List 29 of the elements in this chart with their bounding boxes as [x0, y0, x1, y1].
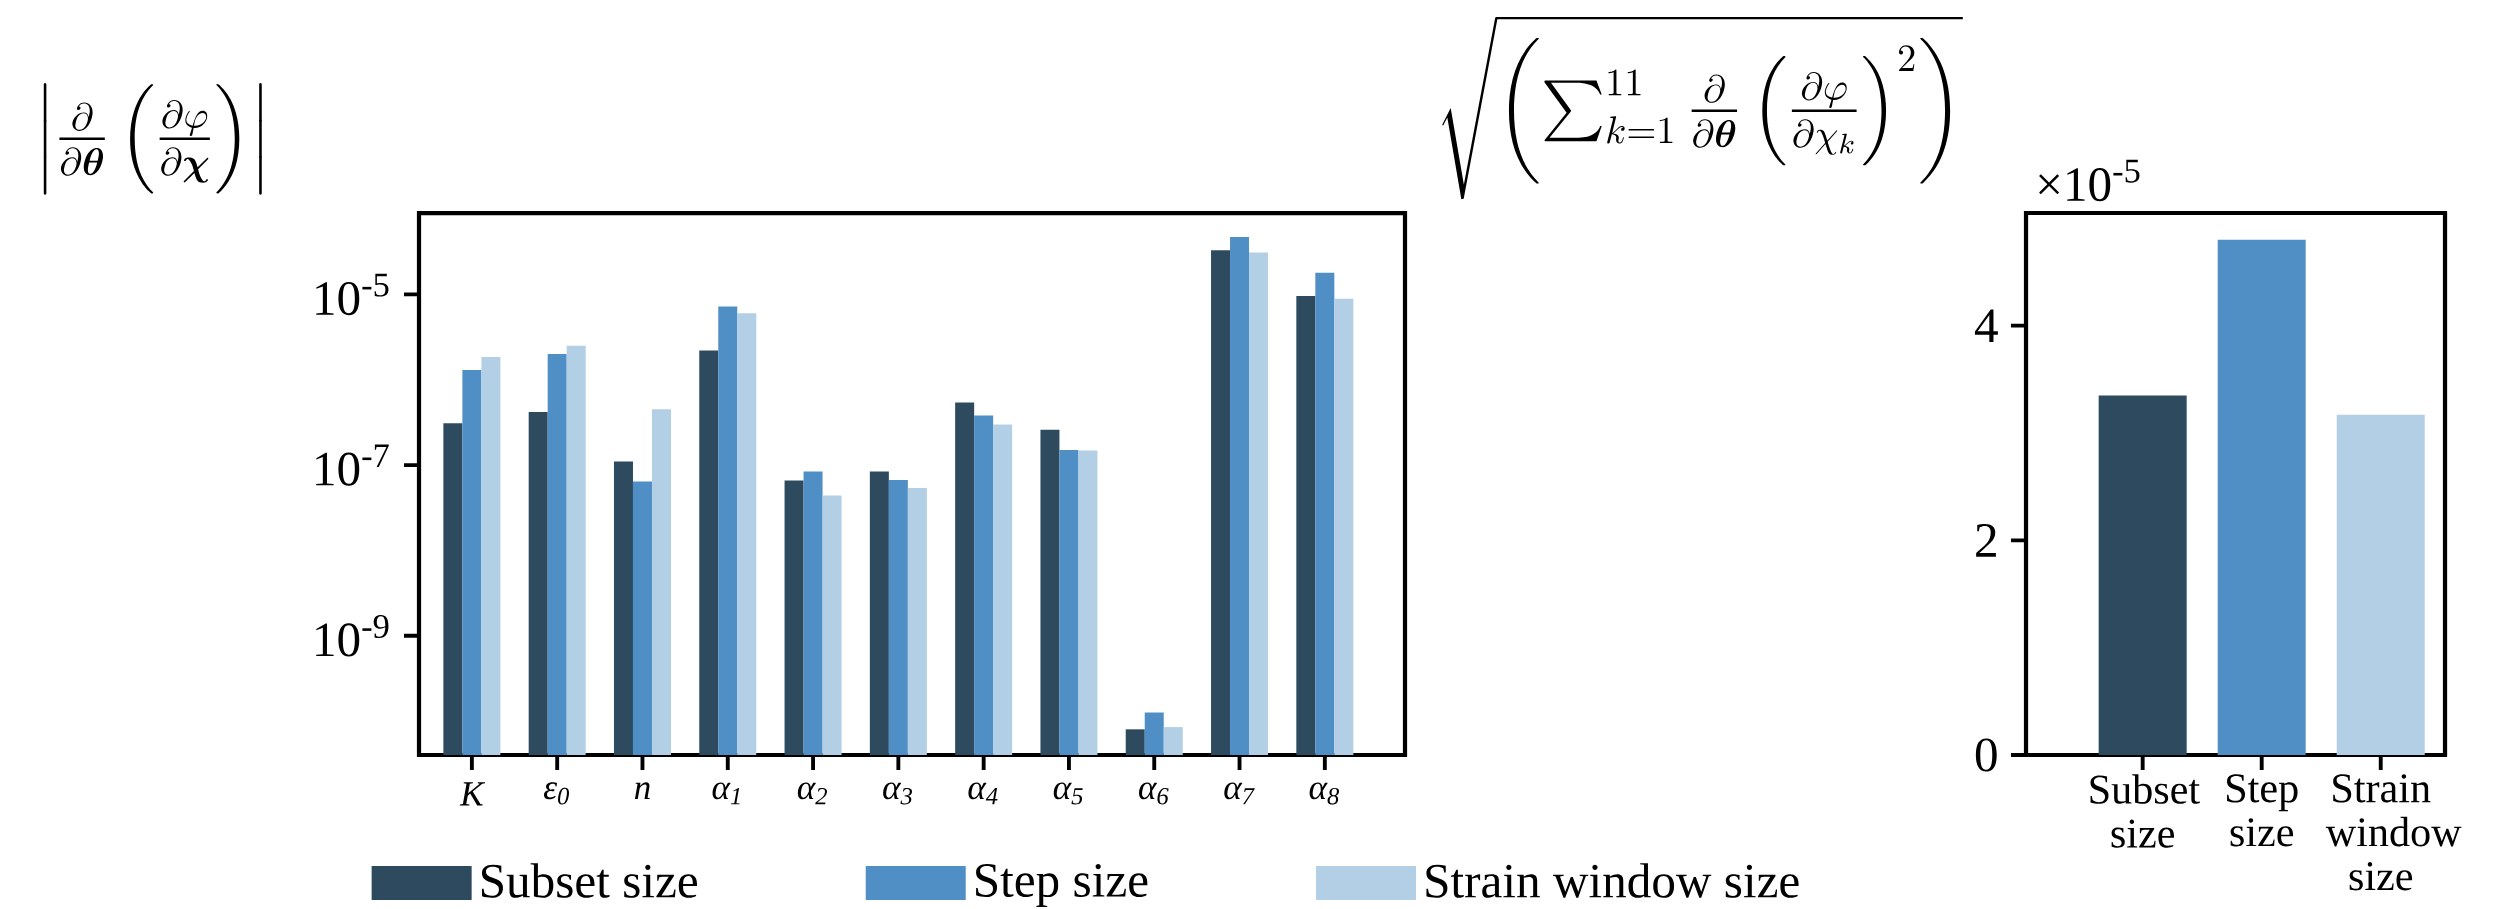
x-tick-label: α$_{2}$: [797, 782, 827, 805]
y-tick-label: 10$^{-9}$: [316, 614, 389, 657]
x-tick-label: n: [634, 782, 650, 799]
x-tick-label: α$_{3}$: [883, 782, 913, 805]
x-tick-label: Subset size: [2090, 774, 2200, 848]
x-tick-label: α$_{5}$: [1053, 782, 1083, 805]
y-tick-label: 2: [1976, 524, 1996, 557]
legend-label: Step size: [976, 863, 1148, 908]
x-tick-label: α$_{8}$: [1309, 782, 1340, 805]
x-tick-label: α$_{4}$: [968, 782, 998, 805]
x-tick-label: Step size: [2227, 774, 2298, 847]
x-tick-label: Strain window size: [2325, 774, 2462, 891]
bar: [2217, 239, 2306, 755]
text: ×10$^{-5}$: [2039, 159, 2140, 202]
y-tick-label: 10$^{-5}$: [316, 273, 389, 316]
bar: [2098, 395, 2187, 755]
legend-label: Subset size: [481, 863, 697, 898]
x-tick-label: α$_{1}$: [712, 782, 740, 805]
x-tick-label: α$_{7}$: [1224, 782, 1255, 805]
bar: [2336, 414, 2425, 755]
y-tick-label: 10$^{-7}$: [316, 444, 389, 486]
x-tick-label: ε$_{0}$: [544, 782, 570, 805]
y-tick-label: 0: [1975, 738, 1997, 772]
chart-title: $\left|\frac{\partial}{\partial\boldsymbol{\theta}}\left(\frac{\partial\varphi}{\partial\boldsymbol{\chi}}\right)\right|$: [43, 82, 262, 195]
x-tick-label: K: [459, 782, 486, 806]
x-tick-label: α$_{6}$: [1139, 782, 1169, 805]
legend-label: Strain window size: [1426, 863, 1799, 898]
text: $\sqrt{\left(\sum_{k=1}^{11}\frac{\partial}{\partial\boldsymbol{\theta}}\left(\frac{\partial\varphi}{\partial\chi_k}\right)^2\right)}$: [1442, 16, 1963, 200]
y-tick-label: 4: [1974, 309, 1998, 342]
